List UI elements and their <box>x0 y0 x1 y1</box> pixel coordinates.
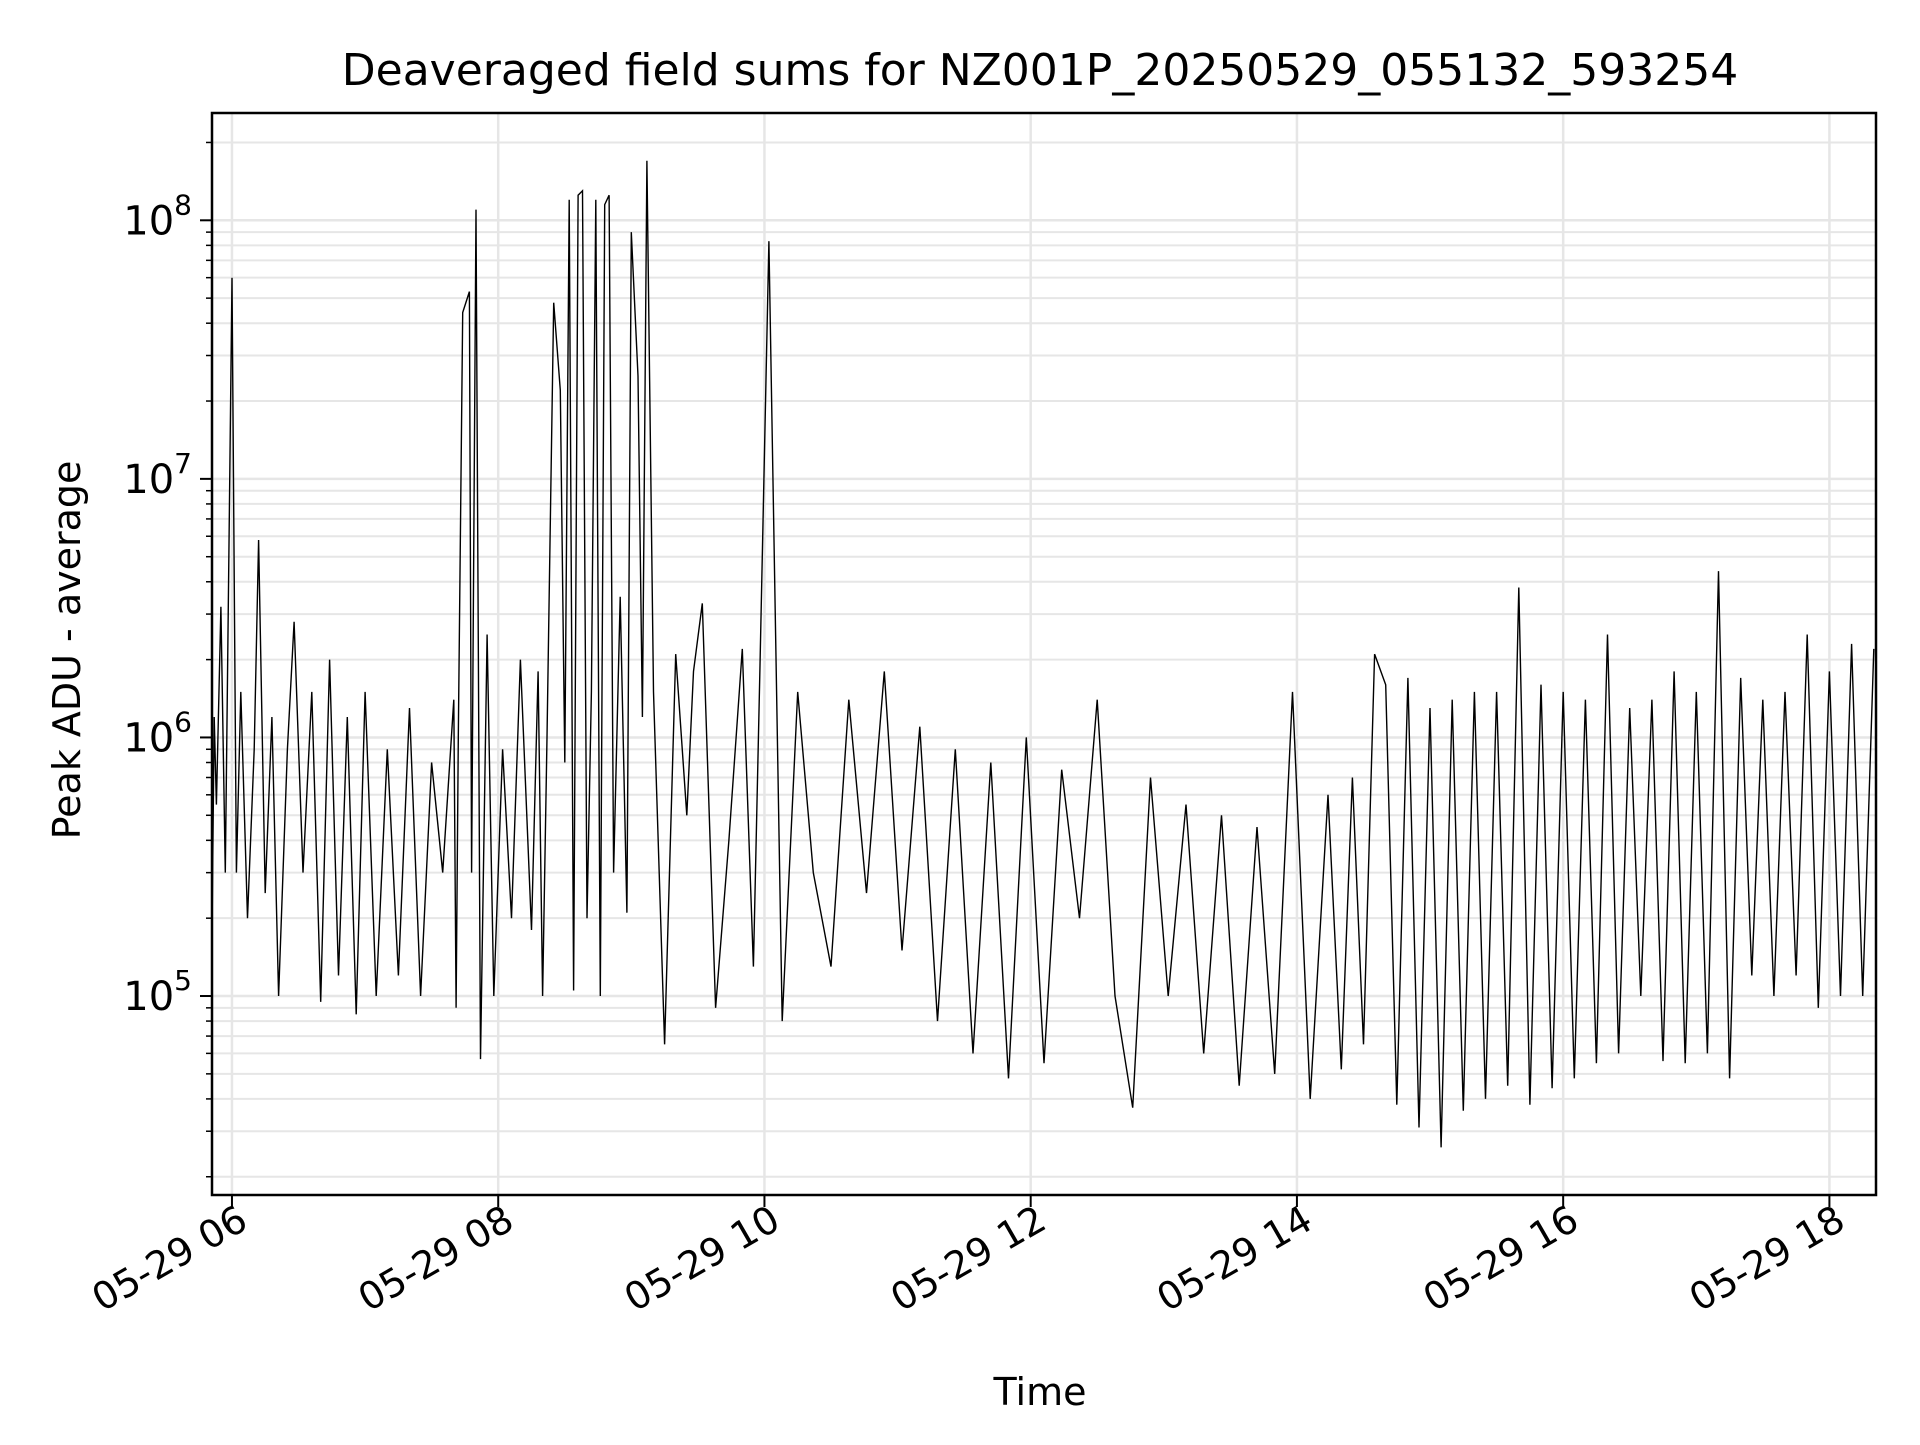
y-tick-label: 107 <box>123 447 192 503</box>
y-tick-label: 108 <box>123 188 192 244</box>
x-axis-label: Time <box>993 1370 1087 1414</box>
axes-frame <box>210 111 1878 1197</box>
y-axis-label: Peak ADU - average <box>45 461 89 840</box>
chart-title: Deaveraged field sums for NZ001P_2025052… <box>342 45 1738 96</box>
data-series-line <box>211 160 1875 1148</box>
y-tick-label: 105 <box>123 964 192 1020</box>
y-tick-label: 106 <box>123 705 192 761</box>
